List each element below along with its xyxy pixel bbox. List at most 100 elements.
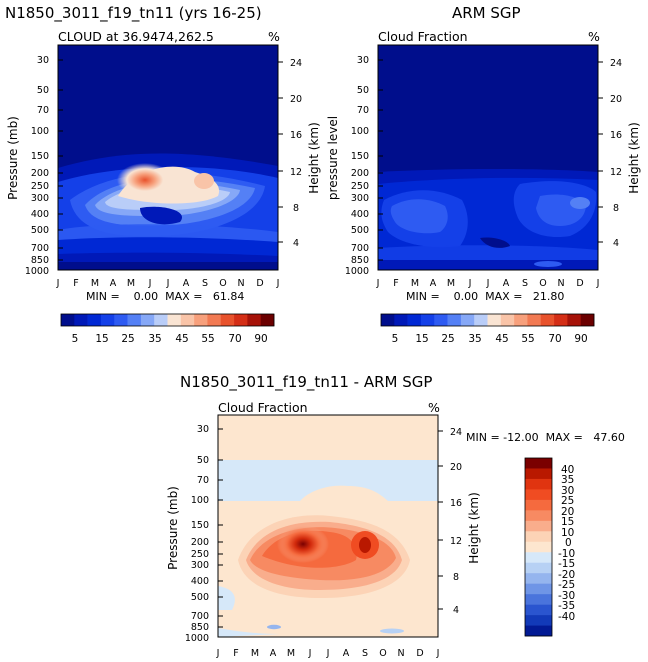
height-tick: 24: [290, 58, 302, 69]
diff-legend-label: -10: [558, 548, 575, 560]
y-tick: 700: [191, 611, 209, 622]
x-tick: M: [127, 278, 135, 289]
height-tick: 12: [290, 167, 302, 178]
diff-legend-label: -20: [558, 569, 575, 581]
y-tick: 850: [191, 622, 209, 633]
y-tick: 500: [31, 225, 49, 236]
legend-swatch: [154, 314, 168, 326]
panel1-min-max: MIN = 0.00 MAX = 61.84: [86, 290, 244, 303]
x-tick: M: [447, 278, 455, 289]
legend-swatch: [525, 458, 552, 469]
legend-swatch: [500, 314, 515, 326]
panel2-x-ticks: J F M A M J J A S O N D J: [376, 278, 600, 289]
legend-swatch: [525, 573, 552, 584]
y-tick: 400: [31, 209, 49, 220]
legend-label: 35: [148, 333, 161, 345]
legend-label: 15: [415, 333, 428, 345]
legend-swatch: [525, 583, 552, 595]
panel1-x-ticks: J F M A M J J A S O N D J: [56, 278, 280, 289]
legend-swatch: [525, 468, 552, 480]
x-tick: O: [379, 648, 386, 659]
legend-swatch: [381, 314, 395, 326]
y-tick: 70: [197, 475, 209, 486]
panel2-ylabel: pressure level: [326, 116, 340, 200]
diff-legend-label: -25: [558, 579, 575, 591]
y-tick: 300: [351, 193, 369, 204]
x-tick: J: [216, 648, 220, 659]
legend-swatch: [447, 314, 462, 326]
legend-label: 90: [574, 333, 587, 345]
legend-swatch: [394, 314, 408, 326]
y-tick: 700: [351, 243, 369, 254]
x-tick: S: [522, 278, 528, 289]
panel-arm-sgp: ARM SGP Cloud Fraction % 30 50 70 100 15…: [326, 4, 641, 345]
legend-diff-boxes: [525, 458, 552, 637]
legend-label: 5: [392, 333, 399, 345]
legend-swatch: [525, 615, 552, 626]
y-tick: 250: [191, 549, 209, 560]
x-tick: J: [486, 278, 490, 289]
x-tick: J: [326, 648, 330, 659]
legend-swatch: [140, 314, 155, 326]
panel3-subtitle: Cloud Fraction: [218, 400, 308, 415]
legend-swatch: [127, 314, 142, 326]
y-tick: 150: [191, 520, 209, 531]
panel3-y-ticks: 30 50 70 100 150 200 250 300 400 500 700…: [185, 424, 209, 644]
y-tick: 850: [31, 255, 49, 266]
height-tick: 12: [450, 536, 462, 547]
y-tick: 500: [351, 225, 369, 236]
y-tick: 1000: [185, 633, 209, 644]
x-tick: N: [237, 278, 244, 289]
legend-right-boxes: [381, 314, 595, 326]
panel2-ylabel-right: Height (km): [627, 122, 641, 193]
legend-swatch: [420, 314, 435, 326]
legend-swatch: [194, 314, 208, 326]
y-tick: 100: [191, 495, 209, 506]
y-tick: 50: [197, 455, 209, 466]
legend-swatch: [407, 314, 422, 326]
x-tick: J: [56, 278, 60, 289]
height-tick: 24: [450, 427, 462, 438]
panel3-frame: [217, 414, 439, 638]
panel3-title: N1850_3011_f19_tn11 - ARM SGP: [180, 373, 432, 392]
x-tick: D: [576, 278, 583, 289]
legend-swatch: [554, 314, 568, 326]
y-tick: 700: [31, 243, 49, 254]
panel3-x-ticks: J F M A M J J A S O N D J: [216, 648, 440, 659]
legend-swatch: [580, 314, 595, 326]
legend-swatch: [525, 604, 552, 616]
height-tick: 20: [290, 94, 302, 105]
x-tick: M: [91, 278, 99, 289]
y-tick: 400: [191, 576, 209, 587]
diff-legend-label: -40: [558, 611, 575, 623]
y-tick: 50: [37, 85, 49, 96]
y-tick: 100: [351, 126, 369, 137]
legend-swatch: [220, 314, 235, 326]
x-tick: J: [436, 648, 440, 659]
x-tick: A: [343, 648, 350, 659]
panel1-frame: [57, 44, 279, 271]
height-tick: 16: [450, 498, 462, 509]
legend-swatch: [525, 478, 552, 490]
diff-legend-label: 0: [565, 537, 572, 549]
y-tick: 300: [31, 193, 49, 204]
x-tick: J: [308, 648, 312, 659]
legend-top-left: 5 15 25 35 45 55 70 90: [60, 313, 275, 345]
y-tick: 500: [191, 592, 209, 603]
y-tick: 70: [357, 105, 369, 116]
legend-swatch: [527, 314, 542, 326]
y-tick: 200: [351, 168, 369, 179]
height-tick: 24: [610, 58, 622, 69]
panel3-min-max: MIN = -12.00 MAX = 47.60: [466, 431, 625, 444]
panel1-subtitle: CLOUD at 36.9474,262.5: [58, 29, 214, 44]
x-tick: S: [362, 648, 368, 659]
legend-swatch: [434, 314, 448, 326]
legend-swatch: [525, 562, 552, 574]
x-tick: N: [557, 278, 564, 289]
legend-label: 15: [95, 333, 108, 345]
y-tick: 50: [357, 85, 369, 96]
panel1-ylabel: Pressure (mb): [6, 116, 20, 200]
diff-legend-label: 10: [561, 527, 574, 539]
legend-swatch: [525, 531, 552, 543]
x-tick: A: [503, 278, 510, 289]
